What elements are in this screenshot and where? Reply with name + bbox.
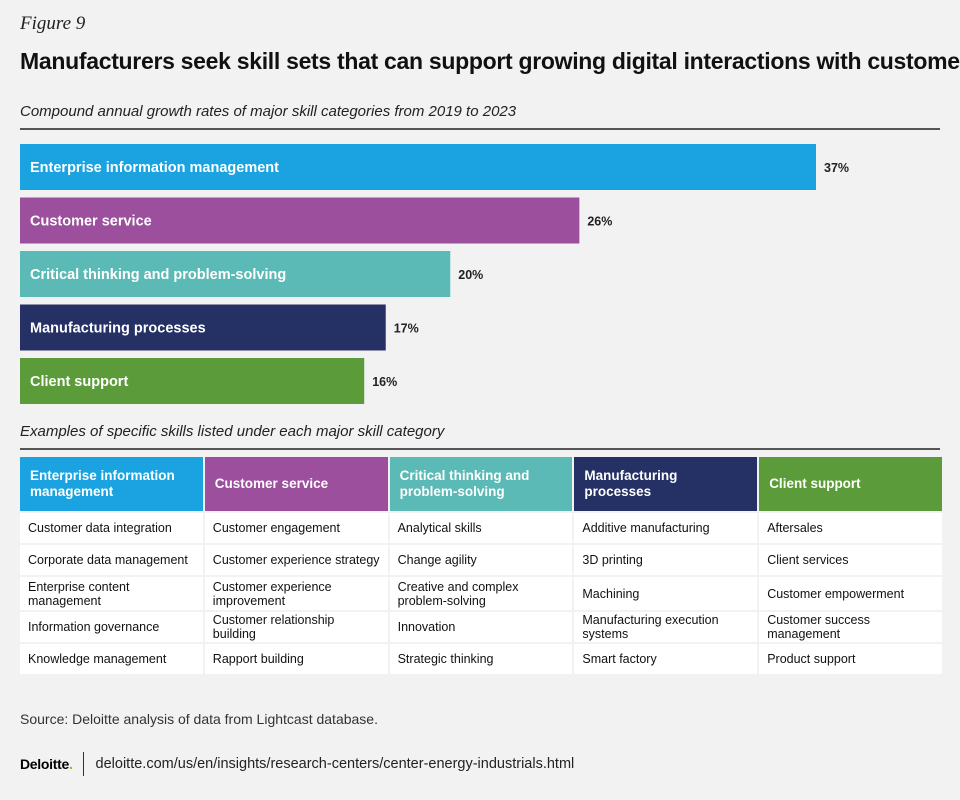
- figure-label: Figure 9: [20, 13, 86, 34]
- bar-1: [20, 144, 816, 190]
- table-cell: Customer experience strategy: [204, 545, 388, 575]
- table-cell: 3D printing: [574, 545, 758, 575]
- subtitle-divider: [20, 128, 940, 130]
- table-cell: Machining: [574, 577, 758, 610]
- bar-category-label: Manufacturing processes: [30, 321, 206, 337]
- table-header-cell: Manufacturing processes: [574, 457, 758, 511]
- table-cell: Customer engagement: [204, 513, 388, 543]
- table-cell: Innovation: [389, 612, 573, 642]
- table-cell: Client services: [759, 545, 942, 575]
- bar-value-label: 37%: [824, 161, 849, 175]
- bar-category-label: Critical thinking and problem-solving: [30, 267, 286, 283]
- table-cell: Additive manufacturing: [574, 513, 758, 543]
- table-cell: Change agility: [389, 545, 573, 575]
- table-cell: Customer empowerment: [759, 577, 942, 610]
- table-cell: Customer relationship building: [204, 612, 388, 642]
- footer: Deloitte. deloitte.com/us/en/insights/re…: [20, 752, 574, 776]
- bar-value-label: 20%: [458, 268, 483, 282]
- bar-4: [20, 304, 386, 351]
- bar-value-label: 16%: [372, 375, 397, 389]
- table-header-cell: Customer service: [204, 457, 388, 511]
- table-cell: Knowledge management: [20, 644, 203, 674]
- table-cell: Customer experience improvement: [204, 577, 388, 610]
- table-header-cell: Enterprise information management: [20, 457, 203, 511]
- source-note: Source: Deloitte analysis of data from L…: [20, 711, 378, 727]
- bar-category-label: Customer service: [30, 214, 152, 230]
- table-cell: Customer success management: [759, 612, 942, 642]
- table-cell: Manufacturing execution systems: [574, 612, 758, 642]
- table-subtitle: Examples of specific skills listed under…: [20, 423, 445, 440]
- chart-subtitle: Compound annual growth rates of major sk…: [20, 103, 517, 120]
- table-cell: Analytical skills: [389, 513, 573, 543]
- bar-chart: Enterprise information management 37% Cust…: [20, 144, 849, 404]
- table-cell: Strategic thinking: [389, 644, 573, 674]
- bar-category-label: Client support: [30, 374, 128, 390]
- bar-value-label: 26%: [587, 215, 612, 229]
- table-cell: Creative and complex problem-solving: [389, 577, 573, 610]
- chart-title: Manufacturers seek skill sets that can s…: [20, 48, 960, 74]
- table-cell: Enterprise content management: [20, 577, 203, 610]
- bar-3: [20, 251, 451, 297]
- table-cell: Customer data integration: [20, 513, 203, 543]
- logo-dot: .: [68, 756, 73, 772]
- deloitte-logo[interactable]: Deloitte.: [20, 756, 73, 772]
- table-cell: Rapport building: [204, 644, 388, 674]
- table-cell: Smart factory: [574, 644, 758, 674]
- table-header-cell: Client support: [759, 457, 942, 511]
- footer-url-link[interactable]: deloitte.com/us/en/insights/research-cen…: [95, 756, 575, 772]
- bar-5: [20, 358, 365, 404]
- table-cell: Product support: [759, 644, 942, 674]
- bar-value-label: 17%: [394, 322, 419, 336]
- bar-category-label: Enterprise information management: [30, 160, 279, 176]
- logo-text: Deloitte: [20, 756, 69, 772]
- table-header-cell: Critical thinking and problem-solving: [389, 457, 573, 511]
- skills-table: Enterprise information management Custome…: [20, 457, 942, 674]
- table-cell: Corporate data management: [20, 545, 203, 575]
- table-cell: Information governance: [20, 612, 203, 642]
- bar-2: [20, 197, 580, 244]
- table-subtitle-divider: [20, 448, 940, 450]
- footer-divider: [82, 752, 84, 776]
- table-cell: Aftersales: [759, 513, 942, 543]
